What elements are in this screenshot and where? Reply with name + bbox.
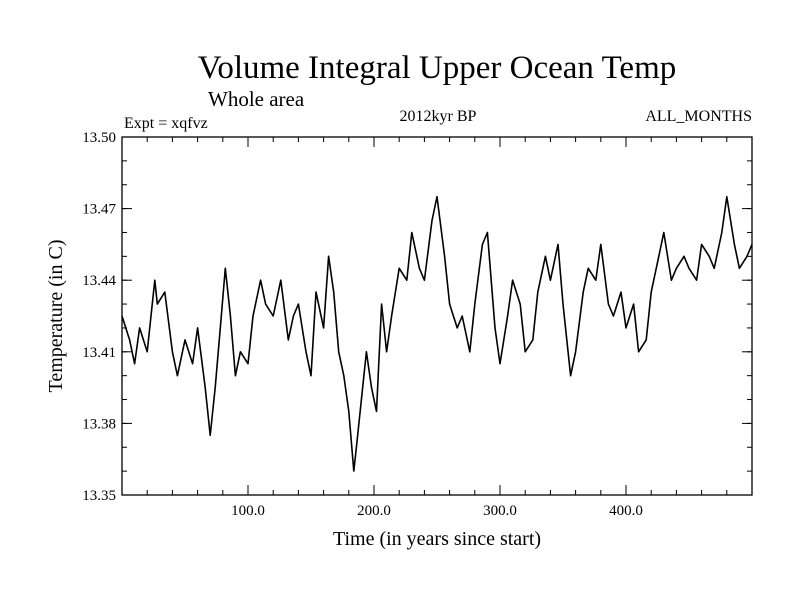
y-tick-label: 13.41 (82, 345, 116, 361)
axis-ticks (122, 136, 752, 496)
x-tick-label: 400.0 (609, 503, 643, 519)
y-tick-label: 13.35 (82, 488, 116, 504)
experiment-label: Expt = xqfvz (124, 115, 208, 132)
axis-tick-labels: 13.35 13.38 13.41 13.44 13.47 13.50 100.0 200.0… (82, 130, 643, 519)
x-tick-label: 300.0 (483, 503, 517, 519)
chart-subtitle: Whole area (208, 87, 305, 111)
x-tick-label: 200.0 (357, 503, 391, 519)
plot-frame (121, 136, 753, 496)
y-tick-label: 13.38 (82, 416, 116, 432)
months-label: ALL_MONTHS (645, 108, 752, 125)
x-tick-label: 100.0 (231, 503, 265, 519)
x-axis-label: Time (in years since start) (333, 528, 541, 550)
series-line (121, 195, 753, 472)
y-tick-label: 13.44 (82, 273, 116, 289)
period-label: 2012kyr BP (400, 108, 477, 125)
y-tick-label: 13.47 (82, 202, 116, 218)
y-tick-label: 13.50 (82, 130, 116, 146)
y-axis-label: Temperature (in C) (45, 240, 67, 393)
chart-title: Volume Integral Upper Ocean Temp (198, 50, 676, 86)
